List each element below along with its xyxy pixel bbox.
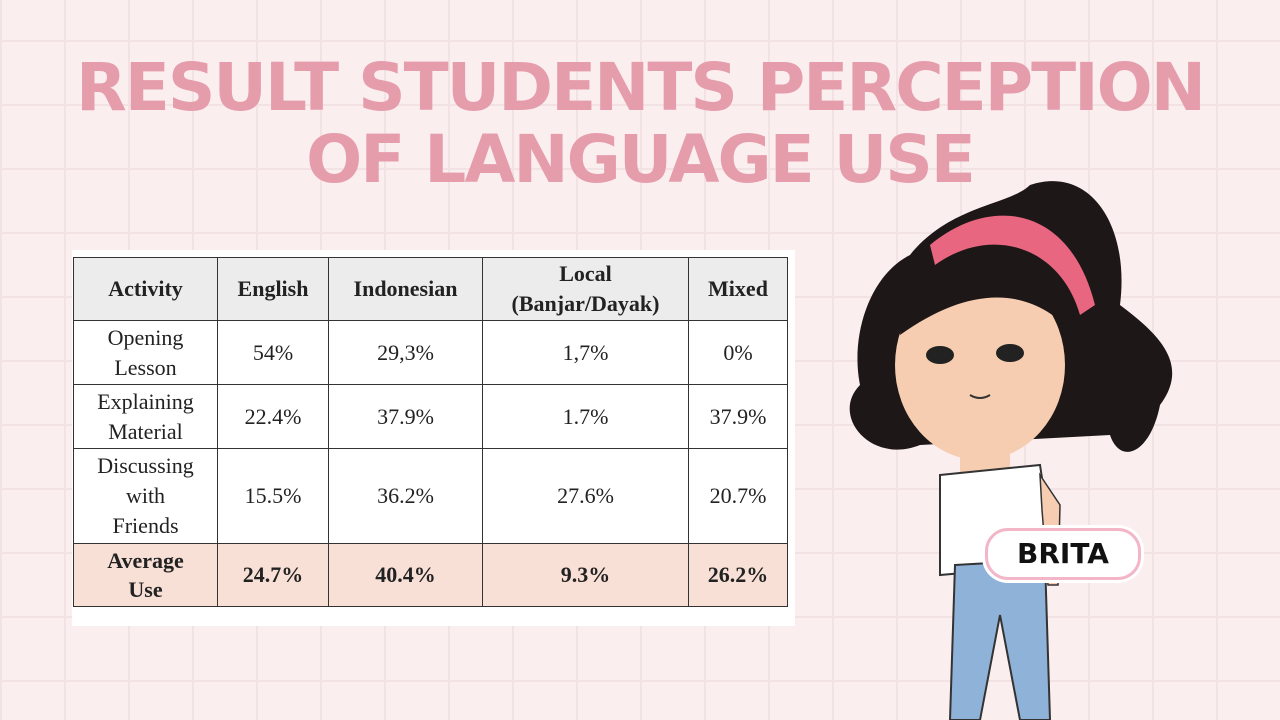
activity-cell: Explaining Material (73, 384, 218, 449)
average-cell: 24.7% (217, 543, 329, 607)
average-cell: 9.3% (482, 543, 689, 607)
girl-character-illustration (849, 181, 1173, 720)
character-name-tag: BRITA (985, 528, 1141, 580)
language-use-table: Activity English Indonesian Local (Banjar… (73, 257, 788, 607)
header-row: Activity English Indonesian Local (Banjar… (73, 257, 788, 321)
value-cell: 20.7% (688, 448, 788, 544)
value-cell: 54% (217, 320, 329, 385)
header-local-line2: (Banjar/Dayak) (511, 291, 660, 316)
slide-title-line2: OF LANGUAGE USE (306, 121, 976, 198)
table-row: Explaining Material 22.4% 37.9% 1.7% 37.9… (73, 384, 788, 449)
table-panel: Activity English Indonesian Local (Banjar… (72, 250, 795, 626)
header-local-line1: Local (559, 261, 612, 286)
value-cell: 36.2% (328, 448, 483, 544)
table-row: Opening Lesson 54% 29,3% 1,7% 0% (73, 320, 788, 385)
value-cell: 1,7% (482, 320, 689, 385)
value-cell: 0% (688, 320, 788, 385)
slide-title-line1: RESULT STUDENTS PERCEPTION (75, 49, 1206, 126)
value-cell: 1.7% (482, 384, 689, 449)
average-cell: 40.4% (328, 543, 483, 607)
value-cell: 29,3% (328, 320, 483, 385)
value-cell: 22.4% (217, 384, 329, 449)
header-local: Local (Banjar/Dayak) (482, 257, 689, 321)
average-row: Average Use 24.7% 40.4% 9.3% 26.2% (73, 543, 788, 607)
value-cell: 37.9% (328, 384, 483, 449)
value-cell: 37.9% (688, 384, 788, 449)
activity-cell: Average Use (73, 543, 218, 607)
activity-cell: Discussing with Friends (73, 448, 218, 544)
value-cell: 27.6% (482, 448, 689, 544)
average-cell: 26.2% (688, 543, 788, 607)
activity-cell: Opening Lesson (73, 320, 218, 385)
header-indonesian: Indonesian (328, 257, 483, 321)
table-row: Discussing with Friends 15.5% 36.2% 27.6% … (73, 448, 788, 544)
header-english: English (217, 257, 329, 321)
header-activity: Activity (73, 257, 218, 321)
header-mixed: Mixed (688, 257, 788, 321)
value-cell: 15.5% (217, 448, 329, 544)
